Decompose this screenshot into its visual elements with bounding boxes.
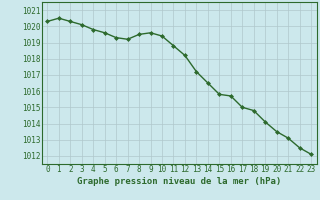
X-axis label: Graphe pression niveau de la mer (hPa): Graphe pression niveau de la mer (hPa) — [77, 177, 281, 186]
